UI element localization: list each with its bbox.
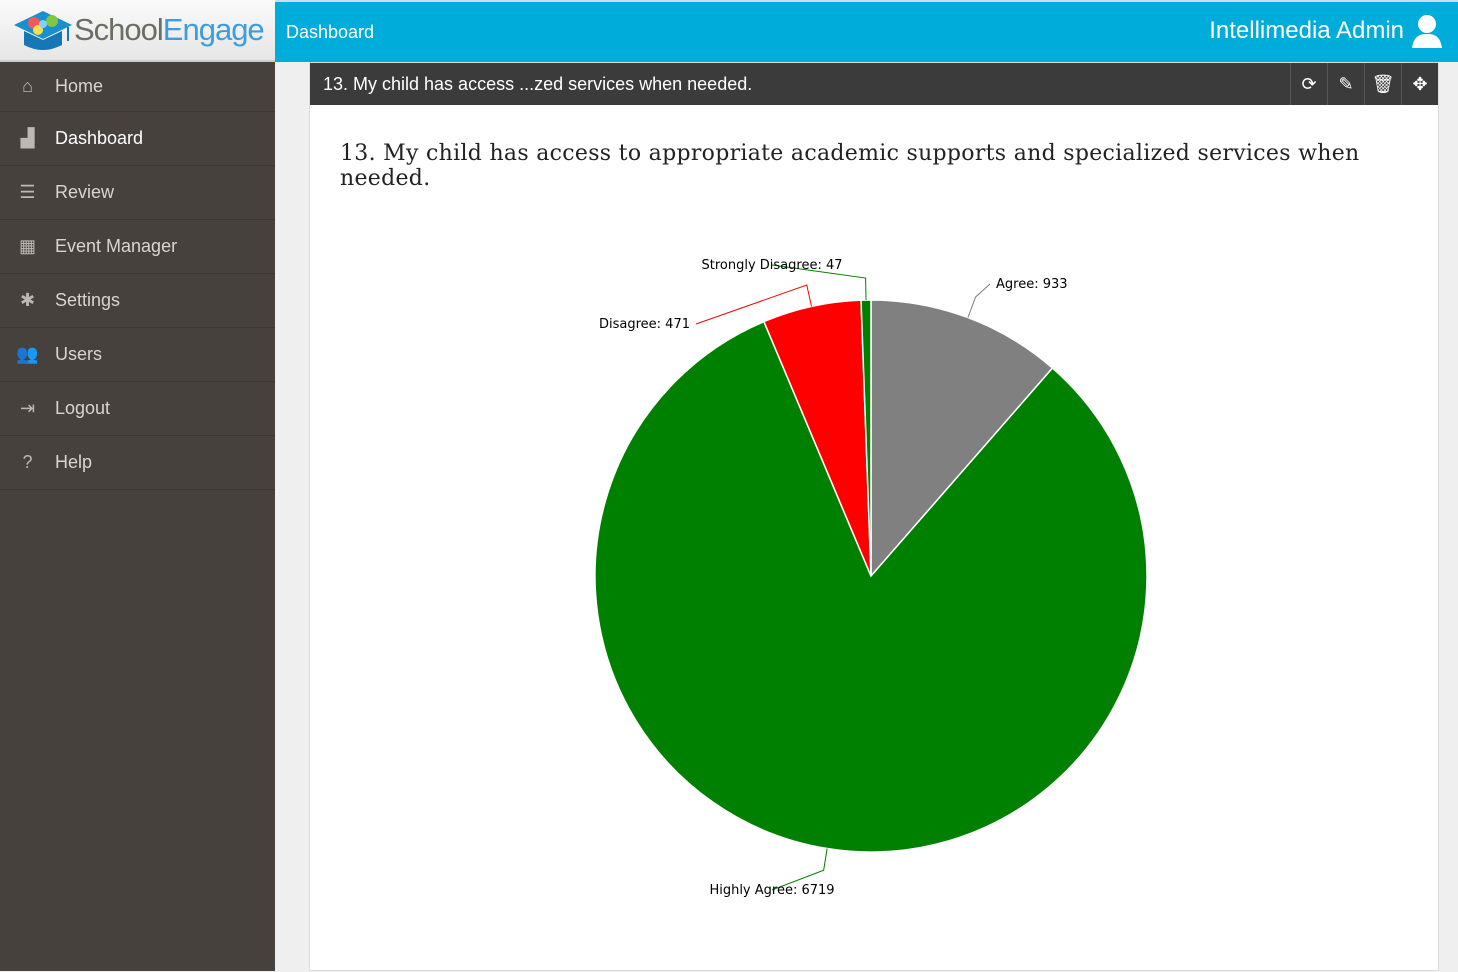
sidebar: ⌂ Home ▟ Dashboard ☰ Review ▦ Event Manager ✱ Set… xyxy=(0,62,275,971)
sidebar-item-label: Review xyxy=(55,182,115,202)
pie-data-label: Disagree: 471 xyxy=(599,317,690,332)
edit-icon[interactable]: ✎ xyxy=(1327,63,1364,105)
panel-header: 13. My child has access ...zed services … xyxy=(310,63,1438,105)
sidebar-item-label: Help xyxy=(55,452,93,472)
breadcrumb[interactable]: Dashboard xyxy=(286,22,375,42)
pie-data-label: Strongly Disagree: 47 xyxy=(701,258,842,273)
sidebar-item-logout[interactable]: ⇥ Logout xyxy=(0,382,275,436)
pie-data-label: Highly Agree: 6719 xyxy=(709,883,834,898)
user-menu[interactable]: Intellimedia Admin xyxy=(1209,14,1442,48)
sidebar-item-label: Users xyxy=(55,344,103,364)
sidebar-item-label: Event Manager xyxy=(55,236,178,256)
logo[interactable]: School Engage xyxy=(0,0,275,62)
help-icon: ? xyxy=(22,452,33,472)
pie-chart: Agree: 933 Highly Agree: 6719 Disagree: 47… xyxy=(594,258,1148,898)
brand-school: School xyxy=(74,12,164,47)
panel-header-title: 13. My child has access ...zed services … xyxy=(323,73,753,94)
sidebar-item-label: Logout xyxy=(55,398,111,418)
question-title: 13. My child has access to appropriate a… xyxy=(340,141,1360,191)
logout-icon: ⇥ xyxy=(19,398,36,418)
sidebar-item-settings[interactable]: ✱ Settings xyxy=(0,274,275,328)
refresh-icon[interactable]: ⟳ xyxy=(1290,63,1327,105)
delete-icon[interactable]: 🗑 xyxy=(1364,63,1401,105)
brand-engage: Engage xyxy=(162,12,265,47)
event-manager-icon: ▦ xyxy=(18,236,36,256)
logo-cap-icon xyxy=(14,11,72,50)
home-icon: ⌂ xyxy=(22,76,33,96)
user-icon xyxy=(1412,15,1442,48)
label-connector xyxy=(771,848,828,891)
label-connector xyxy=(967,283,991,318)
chart-panel: 13. My child has access ...zed services … xyxy=(309,62,1439,971)
sidebar-item-users[interactable]: 👥 Users xyxy=(0,328,275,382)
sidebar-item-review[interactable]: ☰ Review xyxy=(0,166,275,220)
sidebar-item-label: Settings xyxy=(55,290,121,310)
pie-slice-highly-agree[interactable] xyxy=(594,320,1148,853)
user-name: Intellimedia Admin xyxy=(1209,17,1404,44)
settings-icon: ✱ xyxy=(19,290,36,310)
users-icon: 👥 xyxy=(16,344,39,364)
sidebar-item-label: Dashboard xyxy=(55,128,144,148)
sidebar-item-help[interactable]: ? Help xyxy=(0,436,275,490)
move-icon[interactable]: ✥ xyxy=(1401,63,1438,105)
review-icon: ☰ xyxy=(19,182,36,202)
dashboard-icon: ▟ xyxy=(20,128,35,148)
label-connector xyxy=(695,284,812,325)
sidebar-item-home[interactable]: ⌂ Home xyxy=(0,62,275,112)
label-connector xyxy=(771,264,867,301)
pie-slice-agree[interactable] xyxy=(870,299,1054,579)
pie-data-label: Agree: 933 xyxy=(996,277,1068,292)
sidebar-item-label: Home xyxy=(55,76,104,96)
sidebar-item-dashboard[interactable]: ▟ Dashboard xyxy=(0,112,275,166)
sidebar-item-event-manager[interactable]: ▦ Event Manager xyxy=(0,220,275,274)
